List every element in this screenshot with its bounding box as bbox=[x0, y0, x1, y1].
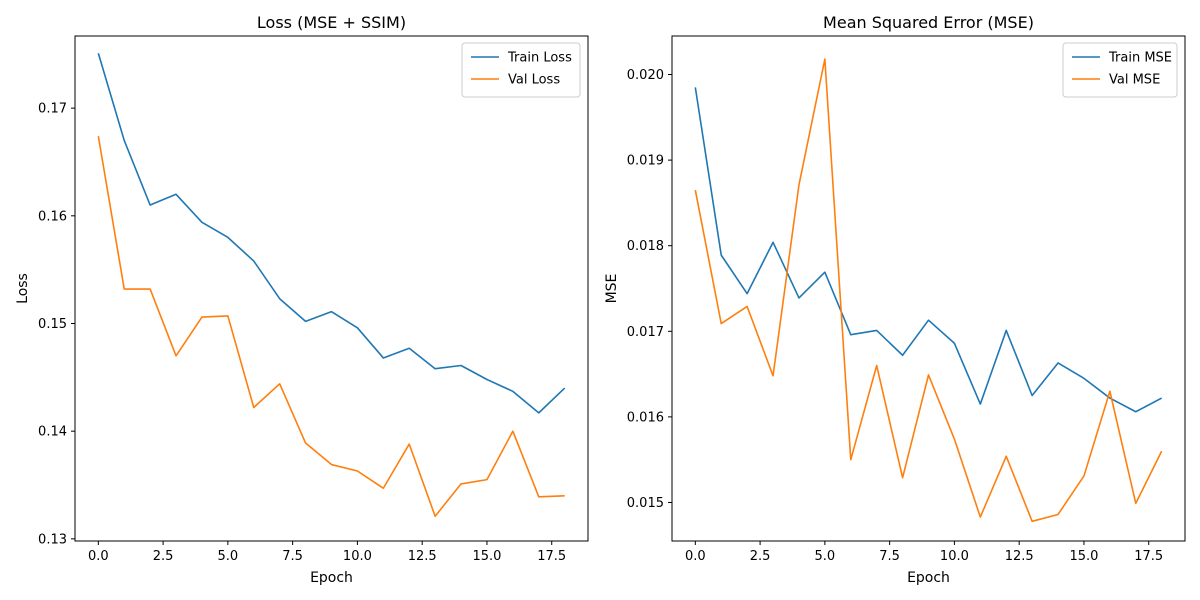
y-tick-label: 0.017 bbox=[627, 325, 664, 340]
axes-frame bbox=[74, 35, 589, 542]
x-tick-label: 17.5 bbox=[1134, 549, 1163, 564]
axes-frame bbox=[671, 35, 1186, 542]
legend: Train Loss Val Loss bbox=[461, 42, 581, 98]
y-tick-label: 0.019 bbox=[627, 154, 664, 169]
chart-2: Mean Squared Error (MSE) 0.0 2.5 5.0 7.5 10.0… bbox=[604, 13, 1186, 586]
y-tick-label: 0.020 bbox=[627, 68, 664, 83]
series-line-val bbox=[97, 136, 565, 518]
x-tick-label: 2.5 bbox=[750, 549, 771, 564]
y-tick-label: 0.17 bbox=[38, 102, 67, 117]
x-tick-label: 10.0 bbox=[940, 549, 969, 564]
y-tick-label: 0.16 bbox=[38, 209, 67, 224]
y-tick-label: 0.018 bbox=[627, 239, 664, 254]
x-tick-label: 12.5 bbox=[1005, 549, 1034, 564]
x-tick-label: 7.5 bbox=[879, 549, 900, 564]
legend: Train MSE Val MSE bbox=[1062, 42, 1178, 98]
x-tick-label: 17.5 bbox=[537, 549, 566, 564]
x-tick-label: 7.5 bbox=[282, 549, 303, 564]
x-tick-label: 15.0 bbox=[1069, 549, 1098, 564]
x-tick-label: 0.0 bbox=[685, 549, 706, 564]
chart-1: Loss (MSE + SSIM) 0.0 2.5 5.0 7.5 10.0 12.5 15.… bbox=[15, 13, 589, 586]
series-line-val bbox=[694, 58, 1163, 523]
legend-label: Val MSE bbox=[1109, 73, 1160, 88]
y-tick-label: 0.016 bbox=[627, 410, 664, 425]
y-tick-label: 0.15 bbox=[38, 317, 67, 332]
y-tick-label: 0.14 bbox=[38, 425, 67, 440]
x-tick-label: 15.0 bbox=[472, 549, 501, 564]
series-line-train bbox=[694, 87, 1163, 413]
y-tick-label: 0.13 bbox=[38, 532, 67, 547]
x-tick-label: 12.5 bbox=[408, 549, 437, 564]
chart-title: Mean Squared Error (MSE) bbox=[823, 13, 1034, 32]
x-tick-label: 0.0 bbox=[88, 549, 109, 564]
x-axis-label: Epoch bbox=[907, 570, 950, 586]
x-tick-label: 5.0 bbox=[815, 549, 836, 564]
x-tick-label: 2.5 bbox=[153, 549, 174, 564]
chart-title: Loss (MSE + SSIM) bbox=[257, 13, 406, 32]
y-axis-label: Loss bbox=[15, 273, 31, 304]
legend-label: Train Loss bbox=[507, 51, 572, 66]
series-line-train bbox=[97, 53, 566, 414]
x-axis-label: Epoch bbox=[310, 570, 353, 586]
legend-label: Val Loss bbox=[508, 73, 560, 88]
y-axis-label: MSE bbox=[604, 274, 620, 304]
legend-label: Train MSE bbox=[1108, 51, 1172, 66]
x-tick-label: 5.0 bbox=[218, 549, 239, 564]
x-tick-label: 10.0 bbox=[343, 549, 372, 564]
y-tick-label: 0.015 bbox=[627, 496, 664, 511]
